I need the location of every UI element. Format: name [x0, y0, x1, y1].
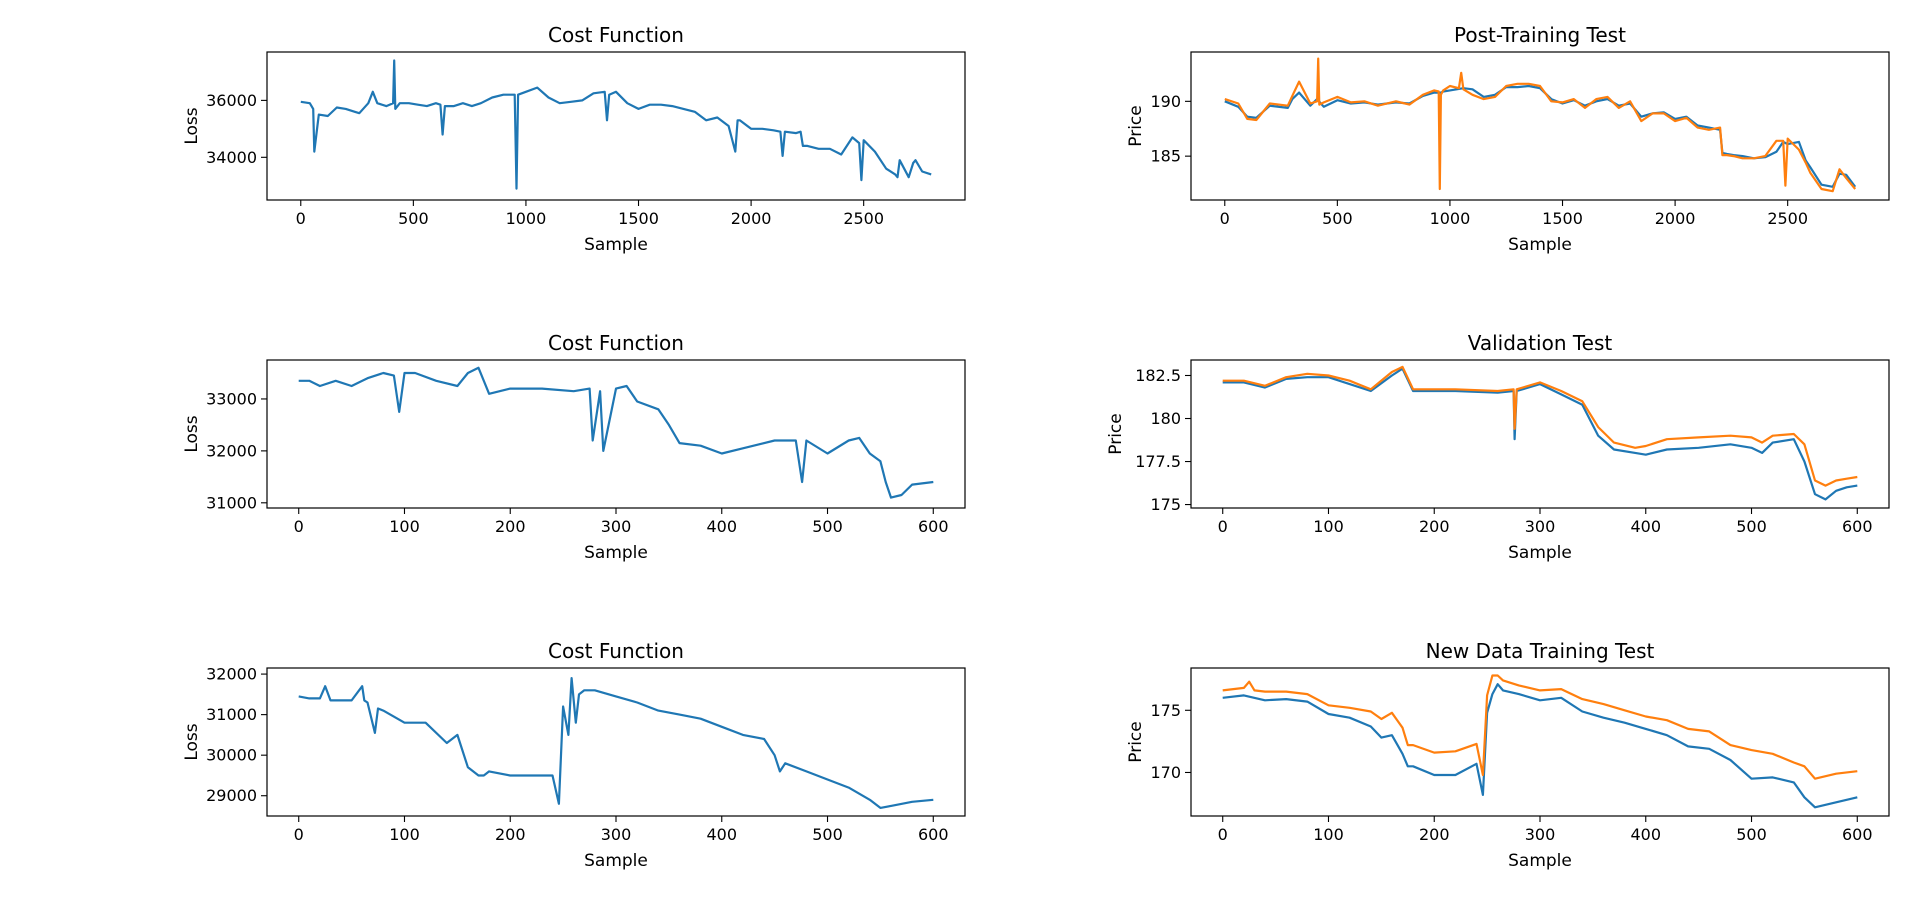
- plot-frame: [266, 359, 966, 509]
- x-tick-label: 500: [398, 209, 429, 228]
- x-tick-label: 500: [1322, 209, 1353, 228]
- plot-frame: [266, 51, 966, 201]
- x-axis-label: Sample: [584, 851, 648, 871]
- series-line-1: [298, 676, 934, 810]
- x-tick-label: 0: [296, 209, 306, 228]
- series-line-1: [300, 59, 932, 190]
- y-tick-label: 30000: [206, 746, 257, 765]
- y-tick-label: 182.5: [1135, 366, 1181, 385]
- x-tick-label: 0: [1220, 209, 1230, 228]
- x-tick-label: 600: [1842, 825, 1873, 844]
- y-tick-label: 29000: [206, 786, 257, 805]
- y-axis-label: Loss: [182, 415, 202, 452]
- chart-title: New Data Training Test: [1426, 639, 1655, 663]
- x-tick-label: 200: [495, 517, 526, 536]
- series-line-2: [1224, 57, 1857, 193]
- series-line-1: [298, 366, 934, 499]
- subplot-6: 0 100 200 300 400 500 600 170 175 New Data Traini…: [1126, 639, 1890, 871]
- x-tick-label: 200: [1419, 825, 1450, 844]
- x-tick-label: 2000: [731, 209, 772, 228]
- x-tick-label: 100: [1313, 517, 1344, 536]
- chart-title: Cost Function: [548, 331, 684, 355]
- x-tick-label: 0: [1218, 825, 1228, 844]
- x-tick-label: 2500: [1767, 209, 1808, 228]
- x-tick-label: 300: [601, 517, 632, 536]
- series-line-2: [1222, 365, 1858, 487]
- x-axis-label: Sample: [1508, 851, 1572, 871]
- y-tick-label: 185: [1150, 147, 1181, 166]
- y-axis-label: Loss: [182, 723, 202, 760]
- y-tick-label: 34000: [206, 148, 257, 167]
- x-tick-label: 500: [1736, 517, 1767, 536]
- x-tick-label: 100: [389, 517, 420, 536]
- subplot-2: 0 500 1000 1500 2000 2500 185 190 Post-Training …: [1126, 23, 1890, 255]
- x-tick-label: 0: [1218, 517, 1228, 536]
- chart-title: Validation Test: [1468, 331, 1613, 355]
- y-axis-label: Loss: [182, 107, 202, 144]
- x-tick-label: 0: [294, 517, 304, 536]
- x-tick-label: 500: [812, 517, 843, 536]
- x-tick-label: 2000: [1655, 209, 1696, 228]
- y-tick-label: 190: [1150, 92, 1181, 111]
- series-line-1: [1222, 683, 1858, 809]
- x-tick-label: 1000: [506, 209, 547, 228]
- x-axis-label: Sample: [584, 543, 648, 563]
- y-tick-label: 177.5: [1135, 452, 1181, 471]
- x-tick-label: 2500: [843, 209, 884, 228]
- x-tick-label: 600: [918, 517, 949, 536]
- x-tick-label: 400: [706, 517, 737, 536]
- y-tick-label: 175: [1150, 495, 1181, 514]
- subplot-3: 0 100 200 300 400 500 600 31000 32000 33000 Cost F…: [182, 331, 966, 563]
- x-tick-label: 200: [495, 825, 526, 844]
- chart-title: Post-Training Test: [1454, 23, 1626, 47]
- x-tick-label: 200: [1419, 517, 1450, 536]
- plot-frame: [1190, 51, 1890, 201]
- y-tick-label: 32000: [206, 441, 257, 460]
- x-tick-label: 0: [294, 825, 304, 844]
- x-tick-label: 1000: [1430, 209, 1471, 228]
- x-tick-label: 600: [918, 825, 949, 844]
- x-axis-label: Sample: [1508, 235, 1572, 255]
- subplot-1: 0 500 1000 1500 2000 2500 34000 36000 Cost Funct…: [182, 23, 966, 255]
- x-tick-label: 500: [1736, 825, 1767, 844]
- x-axis-label: Sample: [584, 235, 648, 255]
- series-line-1: [1222, 367, 1858, 501]
- x-tick-label: 400: [1630, 825, 1661, 844]
- y-tick-label: 36000: [206, 91, 257, 110]
- series-line-2: [1222, 674, 1858, 780]
- y-axis-label: Price: [1126, 721, 1146, 762]
- x-axis-label: Sample: [1508, 543, 1572, 563]
- x-tick-label: 1500: [1542, 209, 1583, 228]
- x-tick-label: 600: [1842, 517, 1873, 536]
- x-tick-label: 400: [1630, 517, 1661, 536]
- x-tick-label: 300: [1525, 517, 1556, 536]
- y-axis-label: Price: [1106, 413, 1126, 454]
- chart-title: Cost Function: [548, 639, 684, 663]
- subplot-5: 0 100 200 300 400 500 600 29000 30000 31000 32000 C…: [182, 639, 966, 871]
- y-tick-label: 33000: [206, 389, 257, 408]
- x-tick-label: 1500: [618, 209, 659, 228]
- x-tick-label: 400: [706, 825, 737, 844]
- chart-title: Cost Function: [548, 23, 684, 47]
- x-tick-label: 100: [389, 825, 420, 844]
- y-tick-label: 170: [1150, 763, 1181, 782]
- subplot-4: 0 100 200 300 400 500 600 175 177.5 180 182.5 Valid…: [1106, 331, 1890, 563]
- y-tick-label: 32000: [206, 665, 257, 684]
- y-tick-label: 31000: [206, 493, 257, 512]
- x-tick-label: 300: [1525, 825, 1556, 844]
- y-axis-label: Price: [1126, 105, 1146, 146]
- x-tick-label: 300: [601, 825, 632, 844]
- x-tick-label: 100: [1313, 825, 1344, 844]
- y-tick-label: 180: [1150, 409, 1181, 428]
- y-tick-label: 31000: [206, 705, 257, 724]
- x-tick-label: 500: [812, 825, 843, 844]
- y-tick-label: 175: [1150, 701, 1181, 720]
